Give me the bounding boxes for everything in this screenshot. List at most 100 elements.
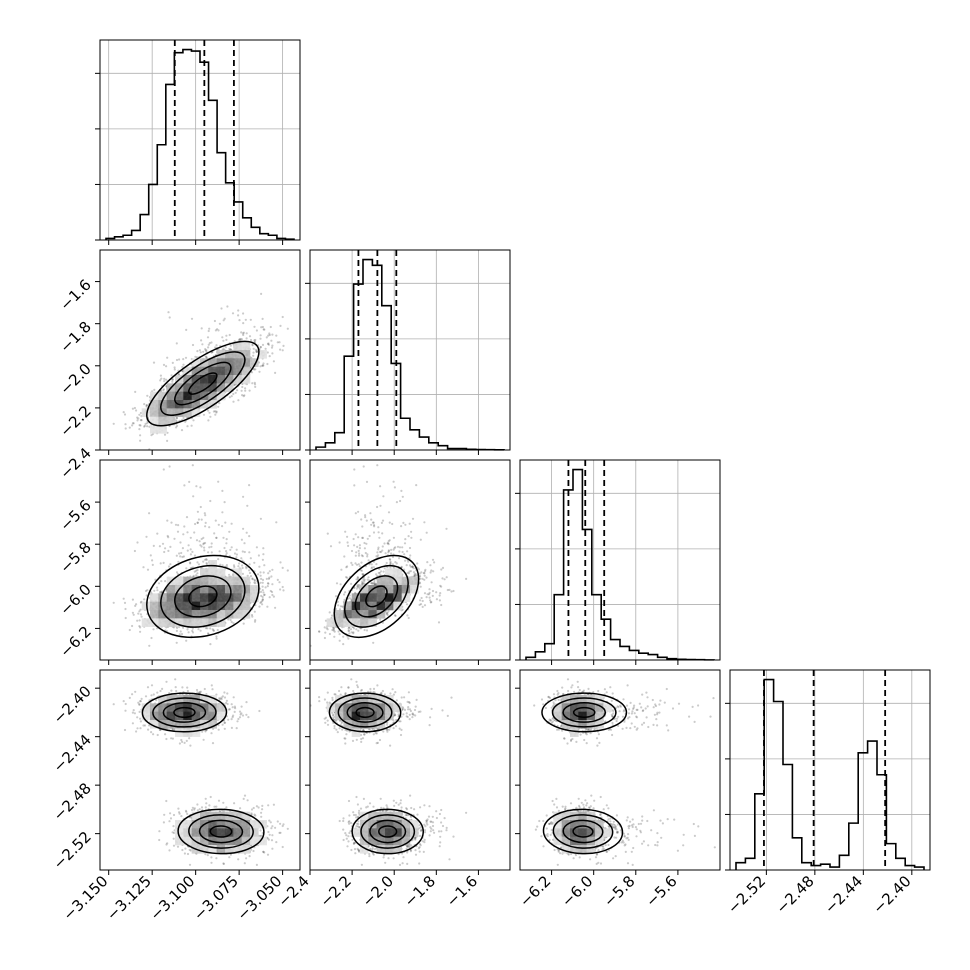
scatter-point (272, 360, 275, 363)
scatter-point (199, 486, 202, 489)
scatter-point (226, 305, 229, 308)
scatter-point (281, 566, 284, 570)
scatter-point (175, 629, 178, 633)
scatter-point (282, 344, 285, 347)
scatter-point (132, 613, 135, 616)
scatter-point (222, 536, 225, 539)
scatter-point (240, 338, 243, 341)
scatter-point (267, 342, 270, 345)
scatter-point (150, 434, 153, 437)
scatter-point (152, 361, 156, 364)
scatter-point (209, 415, 212, 418)
scatter-point (260, 326, 263, 329)
scatter-point (261, 317, 264, 320)
scatter-point (234, 391, 237, 394)
scatter-point (207, 409, 210, 412)
scatter-point (149, 554, 152, 557)
scatter-point (162, 389, 165, 392)
scatter-point (243, 550, 246, 554)
scatter-point (224, 521, 227, 524)
scatter-point (122, 597, 125, 600)
scatter-point (259, 346, 262, 349)
scatter-point (233, 565, 236, 569)
scatter-point (124, 616, 127, 620)
scatter-point (158, 545, 161, 548)
scatter-point (179, 541, 182, 544)
scatter-point (136, 619, 139, 622)
scatter-point (241, 564, 244, 567)
scatter-point (244, 389, 247, 392)
scatter-point (131, 422, 134, 425)
scatter-point (198, 349, 201, 352)
scatter-point (131, 611, 134, 614)
scatter-point (204, 355, 207, 358)
scatter-point (148, 644, 151, 647)
density-cell (216, 366, 226, 376)
scatter-point (241, 550, 244, 553)
scatter-point (233, 383, 236, 386)
scatter-point (229, 618, 232, 622)
scatter-point (279, 324, 282, 327)
scatter-point (143, 424, 146, 427)
scatter-point (176, 530, 180, 533)
scatter-point (255, 546, 258, 549)
scatter-point (191, 343, 195, 347)
scatter-point (133, 549, 136, 553)
scatter-point (274, 606, 277, 609)
scatter-point (242, 331, 245, 334)
scatter-point (185, 328, 188, 331)
scatter-point (173, 537, 176, 540)
scatter-point (237, 399, 240, 402)
scatter-point (203, 546, 206, 549)
scatter-point (218, 322, 221, 325)
scatter-point (272, 595, 275, 598)
scatter-point (178, 633, 181, 636)
scatter-point (195, 485, 198, 488)
scatter-point (124, 423, 127, 426)
scatter-point (275, 521, 278, 524)
scatter-point (139, 439, 142, 442)
scatter-point (168, 465, 171, 468)
scatter-point (152, 628, 155, 631)
scatter-point (225, 338, 228, 341)
scatter-point (262, 328, 265, 331)
scatter-point (182, 358, 185, 361)
scatter-point (210, 545, 213, 548)
scatter-point (246, 574, 249, 577)
scatter-point (139, 613, 142, 616)
scatter-point (218, 402, 221, 405)
scatter-point (199, 351, 202, 354)
scatter-point (197, 563, 201, 566)
scatter-point (162, 561, 165, 565)
scatter-point (131, 407, 134, 410)
scatter-point (228, 333, 231, 337)
scatter-point (248, 571, 252, 575)
scatter-point (151, 563, 154, 567)
scatter-point (225, 334, 228, 337)
scatter-point (262, 571, 265, 574)
scatter-point (178, 552, 181, 555)
scatter-point (251, 577, 254, 580)
scatter-point (243, 394, 246, 397)
scatter-point (259, 334, 262, 337)
scatter-point (156, 532, 159, 535)
scatter-point (217, 523, 220, 526)
scatter-point (214, 346, 217, 349)
scatter-point (236, 389, 239, 392)
scatter-point (187, 631, 190, 634)
scatter-point (204, 541, 207, 545)
scatter-point (286, 569, 289, 572)
scatter-point (152, 544, 155, 548)
scatter-point (166, 356, 169, 359)
scatter-point (263, 564, 266, 567)
scatter-point (279, 561, 282, 564)
scatter-point (251, 343, 254, 346)
scatter-point (164, 547, 167, 550)
scatter-point (261, 589, 264, 592)
scatter-point (209, 643, 212, 646)
scatter-point (171, 380, 174, 383)
scatter-point (270, 346, 274, 349)
scatter-point (255, 329, 258, 332)
scatter-point (230, 522, 233, 525)
